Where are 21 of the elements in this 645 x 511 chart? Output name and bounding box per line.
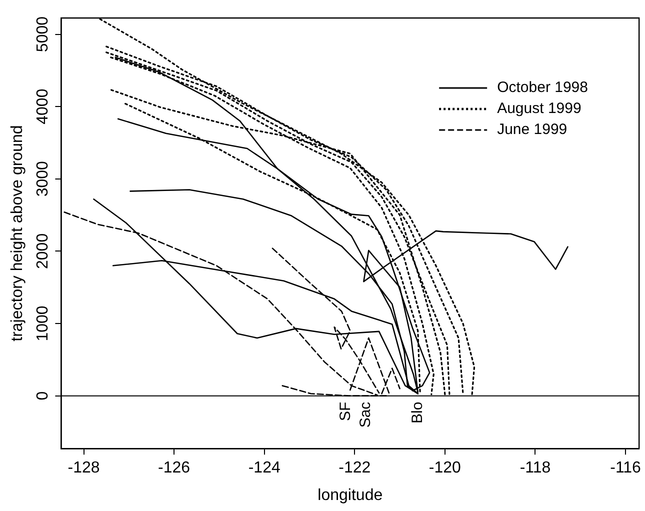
x-tick-label: -118 [520, 460, 551, 477]
x-tick-label: -126 [158, 460, 190, 477]
annotation: SF [336, 402, 354, 421]
x-tick-label: -122 [338, 460, 371, 477]
x-tick-label: -116 [610, 460, 642, 477]
x-tick-label: -124 [248, 460, 280, 477]
x-axis-title: longitude [318, 486, 383, 504]
y-tick-label: 2000 [34, 233, 52, 269]
y-tick-label: 1000 [34, 306, 52, 342]
legend-label: June 1999 [497, 121, 568, 138]
annotation: Blo [409, 402, 426, 424]
y-tick-label: 3000 [34, 160, 52, 197]
y-axis-title: trajectory height above ground [9, 125, 26, 342]
legend-label: August 1999 [497, 100, 582, 118]
y-tick-label: 4000 [34, 88, 52, 124]
annotation: Sac [357, 401, 374, 428]
y-tick-label: 5000 [34, 16, 52, 52]
legend-label: October 1998 [497, 79, 588, 96]
x-tick-label: -128 [68, 460, 100, 477]
y-tick-label: 0 [34, 391, 52, 400]
x-tick-label: -120 [428, 460, 462, 477]
